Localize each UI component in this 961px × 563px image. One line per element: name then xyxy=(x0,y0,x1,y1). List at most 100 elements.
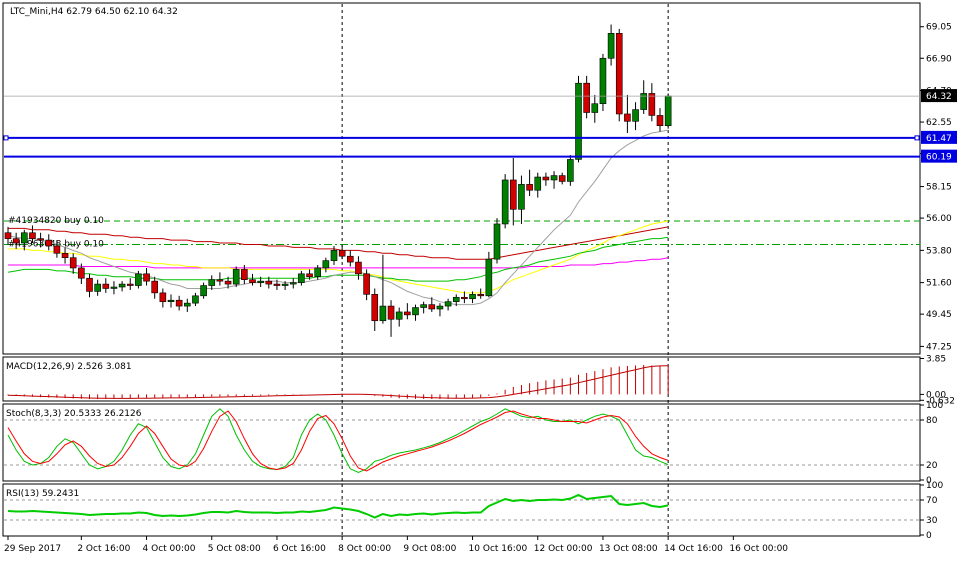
candle-body xyxy=(184,302,191,307)
macd-tick-label: 3.85 xyxy=(926,354,946,364)
candle-body xyxy=(224,280,232,285)
candle-body xyxy=(126,283,134,286)
current-price-box xyxy=(921,89,957,103)
candle-body xyxy=(485,258,493,297)
stoch-tick-label: 0 xyxy=(926,476,932,486)
candle-body xyxy=(216,279,224,282)
ma-grey-line xyxy=(7,129,669,306)
price-tick-label: 49.45 xyxy=(926,310,952,320)
candle-body xyxy=(493,223,501,260)
candle-body xyxy=(664,95,672,127)
candle-body xyxy=(86,277,93,292)
candle-body xyxy=(281,283,289,286)
rsi-tick-label: 0 xyxy=(926,531,932,541)
price-panel[interactable] xyxy=(2,2,921,355)
candle-body xyxy=(501,179,509,225)
ma-yellow-line xyxy=(8,220,669,294)
time-tick-label: 12 Oct 00:00 xyxy=(534,544,593,554)
macd-tick-label: 0.00 xyxy=(926,390,946,400)
candle-body xyxy=(241,269,248,280)
candle-body xyxy=(192,295,199,304)
candle-body xyxy=(314,267,322,278)
ma-red-line xyxy=(8,226,669,260)
ma-green-line xyxy=(7,236,669,282)
candle-body xyxy=(37,238,44,241)
stoch-tick-label: 100 xyxy=(926,401,943,411)
price-tick-label: 53.80 xyxy=(926,246,952,256)
stoch-signal-line xyxy=(7,410,669,472)
time-tick-label: 16 Oct 00:00 xyxy=(729,544,788,554)
candle-body xyxy=(624,113,631,122)
candle-body xyxy=(591,103,599,113)
candle-body xyxy=(346,255,354,263)
candle-body xyxy=(273,283,281,286)
price-tick-label: 58.15 xyxy=(926,183,952,193)
line-anchor xyxy=(914,135,920,141)
price-tick-label: 62.55 xyxy=(926,118,952,128)
stoch-panel[interactable] xyxy=(2,403,921,482)
candle-body xyxy=(567,159,574,182)
line-anchor xyxy=(3,135,9,141)
price-level-label: 60.19 xyxy=(926,153,952,163)
candle-body xyxy=(412,307,419,316)
time-tick-label: 9 Oct 08:00 xyxy=(403,544,456,554)
candle-body xyxy=(143,273,150,282)
stoch-tick-label: 80 xyxy=(926,416,938,426)
candle-body xyxy=(322,260,330,269)
time-tick-label: 14 Oct 16:00 xyxy=(664,544,723,554)
candle-body xyxy=(265,280,273,285)
candle-body xyxy=(428,304,436,310)
rsi-line xyxy=(7,493,669,519)
candle-body xyxy=(509,179,517,210)
rsi-tick-label: 100 xyxy=(926,481,943,491)
price-level-box xyxy=(921,130,957,144)
candle-body xyxy=(94,283,101,292)
candle-body xyxy=(542,176,550,181)
macd-plot: 3.85 0.00-0.632 xyxy=(7,354,955,406)
candle-body xyxy=(12,238,20,244)
macd-panel-title: MACD(12,26,9) 2.526 3.081 xyxy=(6,362,132,372)
time-axis: 29 Sep 2017 2 Oct 16:00 4 Oct 00:00 5 Oct 0… xyxy=(4,536,788,554)
candle-body xyxy=(102,283,110,289)
candle-body xyxy=(656,115,664,127)
candle-body xyxy=(558,175,566,182)
candle-body xyxy=(550,175,558,181)
price-level-box xyxy=(921,149,957,163)
candle-body xyxy=(69,257,77,269)
rsi-panel[interactable] xyxy=(2,483,921,537)
candle-body xyxy=(208,279,216,286)
rsi-plot: 100 70 30 0 xyxy=(4,481,943,541)
price-tick-label: 51.60 xyxy=(926,279,952,289)
candle-body xyxy=(607,33,615,59)
candle-body xyxy=(599,57,607,105)
macd-panel[interactable] xyxy=(2,356,921,402)
candle-body xyxy=(45,239,53,247)
candle-body xyxy=(289,282,297,285)
candle-body xyxy=(4,232,12,239)
candle-body xyxy=(526,184,533,191)
price-tick-label: 69.05 xyxy=(926,23,952,33)
time-tick-label: 2 Oct 16:00 xyxy=(77,544,130,554)
candle-body xyxy=(615,33,623,115)
candle-body xyxy=(53,245,61,254)
candle-body xyxy=(355,261,362,275)
candle-body xyxy=(167,299,175,302)
price-plot: 69.0566.9064.7062.5560.4058.1556.0053.80… xyxy=(3,4,957,536)
candle-body xyxy=(118,283,126,288)
candle-body xyxy=(379,305,387,322)
candle-body xyxy=(330,250,338,261)
candle-body xyxy=(232,269,240,285)
candle-body xyxy=(583,82,590,113)
rsi-panel-title: RSI(13) 59.2431 xyxy=(6,489,79,499)
candle-body xyxy=(110,286,118,289)
candle-body xyxy=(78,267,85,279)
candle-body xyxy=(257,280,264,283)
candle-body xyxy=(404,311,411,316)
stoch-tick-label: 20 xyxy=(926,461,938,471)
current-price-label: 64.32 xyxy=(926,92,952,102)
candle-body xyxy=(444,301,452,307)
candle-body xyxy=(151,280,158,294)
candle-body xyxy=(452,296,460,302)
